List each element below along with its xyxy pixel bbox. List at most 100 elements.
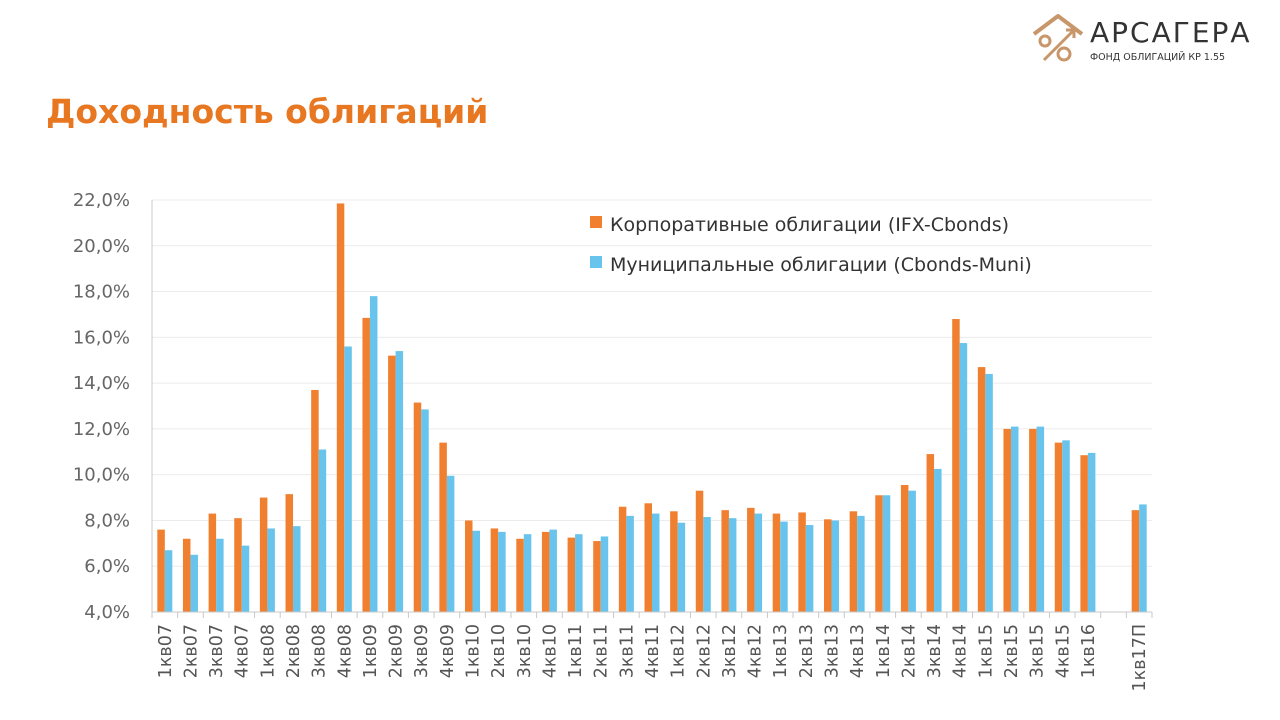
bar-corporate — [285, 494, 294, 612]
bar-municipal — [728, 518, 737, 612]
bar-municipal — [780, 521, 788, 612]
x-category-label: 3кв07 — [207, 624, 227, 678]
bar-municipal — [318, 449, 327, 612]
x-category-label: 1кв16 — [1079, 624, 1099, 678]
y-tick-label: 20,0% — [73, 236, 130, 257]
y-tick-label: 12,0% — [73, 419, 130, 440]
bar-corporate — [1080, 455, 1088, 612]
bar-corporate — [721, 510, 729, 612]
bar-municipal — [677, 522, 686, 612]
legend-label-corporate: Корпоративные облигации (IFX-Cbonds) — [610, 214, 1009, 236]
bar-municipal — [446, 475, 455, 612]
bar-corporate — [336, 203, 345, 612]
bar-corporate — [926, 454, 935, 612]
bar-corporate — [849, 511, 858, 612]
x-category-label: 1кв08 — [258, 624, 278, 678]
bar-municipal — [498, 531, 506, 612]
x-category-label: 4кв08 — [335, 624, 355, 678]
bar-corporate — [747, 507, 755, 612]
x-category-label: 3кв11 — [617, 624, 637, 678]
bar-corporate — [541, 531, 550, 612]
legend-swatch-municipal — [590, 256, 602, 268]
bar-municipal — [293, 526, 301, 612]
x-category-label: 1кв07 — [156, 624, 176, 678]
bar-corporate — [234, 518, 242, 612]
bar-series — [157, 203, 1147, 612]
x-category-label: 4кв13 — [848, 624, 868, 678]
x-category-label: 1кв09 — [361, 624, 381, 678]
bar-corporate — [259, 497, 268, 612]
bar-corporate — [1054, 442, 1063, 612]
bar-corporate — [670, 511, 678, 612]
bar-municipal — [959, 343, 968, 612]
bar-municipal — [1036, 426, 1045, 612]
page-title: Доходность облигаций — [46, 92, 489, 131]
y-tick-label: 10,0% — [73, 465, 130, 486]
x-category-label: 1кв17П — [1130, 624, 1150, 691]
bar-municipal — [1087, 452, 1096, 612]
y-tick-label: 14,0% — [73, 373, 130, 394]
bar-corporate — [182, 538, 191, 612]
bar-municipal — [164, 550, 173, 612]
bar-municipal — [216, 538, 224, 612]
x-category-label: 1кв10 — [464, 624, 484, 678]
bar-corporate — [208, 513, 217, 612]
x-category-label: 3кв12 — [720, 624, 740, 678]
bar-municipal — [241, 545, 250, 612]
bar-corporate — [1131, 510, 1140, 612]
bar-municipal — [344, 346, 352, 612]
bar-corporate — [695, 490, 704, 612]
bar-corporate — [977, 367, 986, 612]
bar-municipal — [703, 517, 711, 612]
bar-municipal — [1010, 426, 1019, 612]
x-category-label: 3кв13 — [822, 624, 842, 678]
bar-municipal — [600, 536, 609, 612]
x-category-label: 2кв09 — [387, 624, 407, 678]
bar-municipal — [421, 409, 429, 612]
bar-corporate — [465, 520, 473, 612]
x-category-label: 2кв07 — [181, 624, 201, 678]
bar-municipal — [267, 528, 275, 612]
bar-municipal — [549, 529, 557, 612]
y-tick-label: 4,0% — [84, 602, 130, 623]
x-category-label: 1кв14 — [874, 624, 894, 678]
x-category-label: 1кв13 — [771, 624, 791, 678]
bar-municipal — [395, 351, 404, 612]
y-axis-labels: 4,0% 6,0% 8,0% 10,0% 12,0% 14,0% 16,0% 18,0% 20,… — [73, 190, 130, 623]
y-tick-label: 16,0% — [73, 327, 130, 348]
x-category-label: 4кв14 — [951, 624, 971, 678]
bar-municipal — [190, 554, 198, 612]
bar-corporate — [157, 529, 165, 612]
bar-municipal — [472, 530, 481, 612]
bar-municipal — [805, 525, 814, 612]
x-category-label: 2кв15 — [1002, 624, 1022, 678]
bar-municipal — [985, 373, 993, 612]
logo-subtitle: ФОНД ОБЛИГАЦИЙ КР 1.55 — [1090, 52, 1226, 63]
bar-municipal — [908, 490, 916, 612]
x-category-label: 2кв10 — [489, 624, 509, 678]
bar-corporate — [490, 528, 499, 612]
bar-corporate — [388, 355, 396, 612]
bar-corporate — [1029, 428, 1037, 612]
logo-name: АРСАГЕРА — [1090, 16, 1252, 49]
x-category-label: 4кв12 — [746, 624, 766, 678]
bar-corporate — [798, 512, 806, 612]
bar-municipal — [575, 534, 583, 612]
x-category-label: 2кв12 — [694, 624, 714, 678]
bar-municipal — [934, 468, 942, 612]
bar-corporate — [618, 506, 627, 612]
x-category-label: 3кв10 — [515, 624, 535, 678]
house-percent-icon — [1032, 14, 1084, 62]
y-tick-label: 22,0% — [73, 190, 130, 211]
bar-municipal — [1139, 504, 1147, 612]
x-category-label: 2кв14 — [899, 624, 919, 678]
bar-municipal — [523, 534, 532, 612]
x-category-label: 4кв07 — [233, 624, 253, 678]
axes — [151, 200, 1153, 618]
y-tick-label: 6,0% — [84, 556, 130, 577]
x-category-label: 2кв13 — [797, 624, 817, 678]
bar-corporate — [567, 537, 576, 612]
bar-corporate — [875, 495, 883, 612]
x-category-label: 4кв10 — [540, 624, 560, 678]
